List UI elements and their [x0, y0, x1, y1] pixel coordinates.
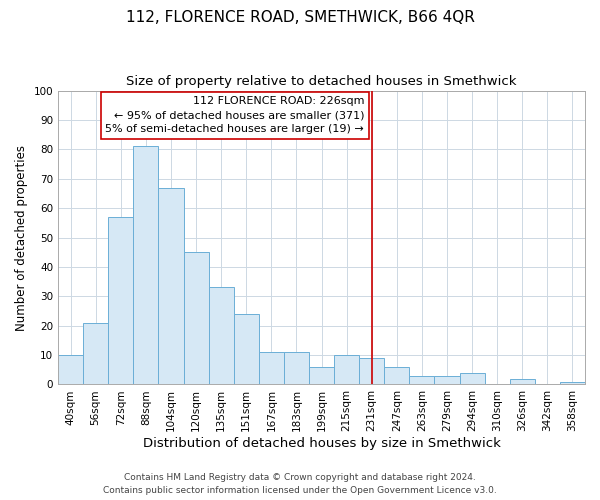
Bar	[510, 378, 535, 384]
Bar	[284, 352, 309, 384]
Bar	[434, 376, 460, 384]
Bar	[384, 367, 409, 384]
Bar	[108, 217, 133, 384]
Bar	[209, 288, 233, 384]
Y-axis label: Number of detached properties: Number of detached properties	[15, 144, 28, 330]
Bar	[409, 376, 434, 384]
X-axis label: Distribution of detached houses by size in Smethwick: Distribution of detached houses by size …	[143, 437, 500, 450]
Bar	[560, 382, 585, 384]
Bar	[359, 358, 384, 384]
Text: 112 FLORENCE ROAD: 226sqm
← 95% of detached houses are smaller (371)
5% of semi-: 112 FLORENCE ROAD: 226sqm ← 95% of detac…	[106, 96, 364, 134]
Bar	[259, 352, 284, 384]
Title: Size of property relative to detached houses in Smethwick: Size of property relative to detached ho…	[126, 75, 517, 88]
Bar	[58, 355, 83, 384]
Bar	[309, 367, 334, 384]
Bar	[184, 252, 209, 384]
Text: 112, FLORENCE ROAD, SMETHWICK, B66 4QR: 112, FLORENCE ROAD, SMETHWICK, B66 4QR	[125, 10, 475, 25]
Bar	[133, 146, 158, 384]
Bar	[158, 188, 184, 384]
Bar	[334, 355, 359, 384]
Bar	[233, 314, 259, 384]
Bar	[83, 322, 108, 384]
Text: Contains HM Land Registry data © Crown copyright and database right 2024.
Contai: Contains HM Land Registry data © Crown c…	[103, 474, 497, 495]
Bar	[460, 372, 485, 384]
